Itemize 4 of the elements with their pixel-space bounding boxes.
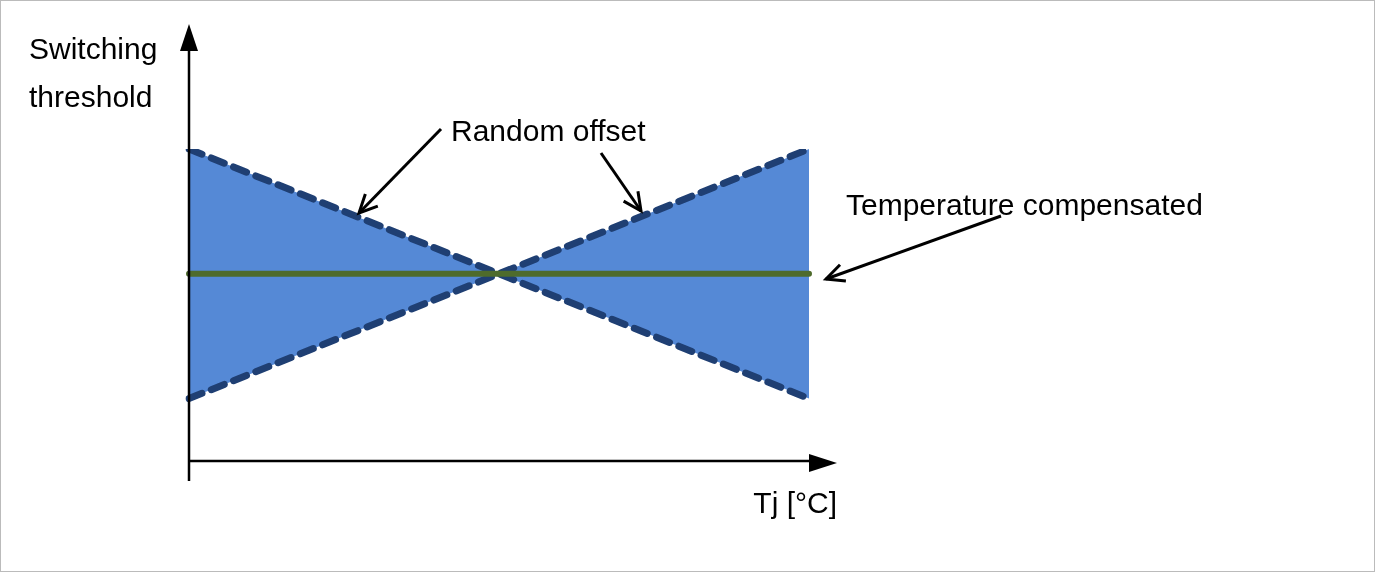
text: Temperature compensated bbox=[846, 188, 1203, 221]
y-axis-title: Switching threshold bbox=[29, 32, 158, 113]
text: Random offset bbox=[451, 114, 647, 147]
x-axis-title: Tj [°C] bbox=[753, 486, 837, 519]
